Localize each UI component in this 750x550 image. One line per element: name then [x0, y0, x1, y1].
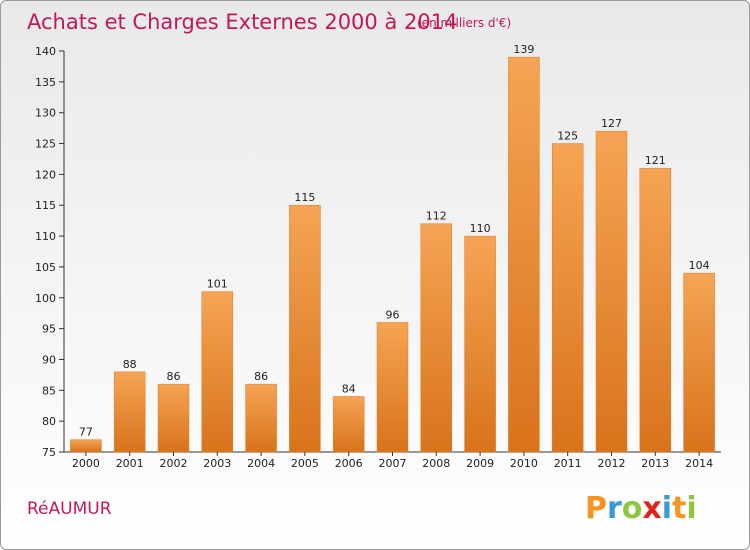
bar: [508, 56, 540, 453]
chart-unit: (en milliers d'€): [417, 16, 511, 30]
y-tick-label: 75: [42, 446, 56, 459]
y-tick-label: 130: [35, 107, 56, 120]
y-tick-label: 115: [35, 199, 56, 212]
x-tick-label: 2008: [422, 457, 450, 470]
x-tick-labels: 2000 2001 2002 2003 2004 2005 2006 2007 2008 2009…: [72, 452, 713, 470]
y-tick-label: 135: [35, 76, 56, 89]
x-tick-label: 2009: [466, 457, 494, 470]
x-tick-label: 2011: [554, 457, 582, 470]
bar: [464, 235, 496, 453]
y-tick-label: 85: [42, 384, 56, 397]
logo-letter: i: [686, 491, 696, 526]
bar: [595, 130, 628, 453]
commune-name: RéAUMUR: [27, 499, 112, 519]
x-tick-label: 2007: [379, 457, 407, 470]
bar: [289, 204, 321, 453]
x-tick-label: 2005: [291, 457, 319, 470]
data-label: 115: [294, 191, 315, 204]
data-label: 112: [426, 210, 447, 223]
x-tick-label: 2006: [335, 457, 363, 470]
x-tick-label: 2012: [598, 457, 626, 470]
bar: [420, 223, 453, 453]
data-label: 127: [601, 117, 622, 130]
x-tick-label: 2013: [641, 457, 669, 470]
y-tick-label: 105: [35, 261, 56, 274]
x-tick-label: 2000: [72, 457, 100, 470]
bars: 77 88 86 101 86 115 84 96 112 110 139 125 127 121 104: [70, 43, 715, 453]
y-tick-label: 140: [35, 45, 56, 58]
y-tick-label: 95: [42, 323, 56, 336]
bar: [551, 143, 584, 453]
data-label: 86: [254, 370, 268, 383]
data-label: 110: [470, 222, 491, 235]
bar: [639, 167, 672, 453]
bar: [201, 291, 234, 453]
bar: [245, 383, 277, 453]
x-tick-label: 2014: [685, 457, 713, 470]
data-label: 121: [645, 154, 666, 167]
proxiti-logo: Proxiti: [585, 491, 697, 526]
logo-letter: x: [642, 491, 661, 526]
data-label: 101: [207, 278, 228, 291]
logo-letter: o: [622, 491, 643, 526]
logo-letter: r: [607, 491, 622, 526]
y-tick-label: 80: [42, 415, 56, 428]
x-tick-label: 2004: [247, 457, 275, 470]
x-tick-label: 2003: [203, 457, 231, 470]
bar: [70, 439, 102, 453]
data-label: 84: [342, 382, 356, 395]
y-tick-label: 100: [35, 292, 56, 305]
logo-letter: t: [672, 491, 686, 526]
y-tick-label: 110: [35, 230, 56, 243]
data-label: 104: [689, 259, 710, 272]
y-tick-label: 120: [35, 168, 56, 181]
x-tick-label: 2010: [510, 457, 538, 470]
bar: [113, 371, 146, 453]
chart-title: Achats et Charges Externes 2000 à 2014: [27, 10, 457, 34]
data-label: 125: [557, 130, 578, 143]
bar: [157, 383, 190, 453]
x-tick-label: 2001: [116, 457, 144, 470]
data-label: 77: [79, 426, 93, 439]
logo-letter: P: [585, 491, 607, 526]
axes: 75 80 85 90 95 100 105 110 115 120 125 130 135 140: [35, 45, 721, 459]
data-label: 96: [386, 308, 400, 321]
y-tick-label: 125: [35, 138, 56, 151]
bar: [683, 272, 715, 453]
logo-letter: i: [662, 491, 672, 526]
data-label: 86: [167, 370, 181, 383]
data-label: 88: [123, 358, 137, 371]
data-label: 139: [513, 43, 534, 56]
bar: [376, 322, 409, 453]
x-tick-label: 2002: [160, 457, 188, 470]
y-tick-label: 90: [42, 353, 56, 366]
bar: [332, 396, 365, 453]
